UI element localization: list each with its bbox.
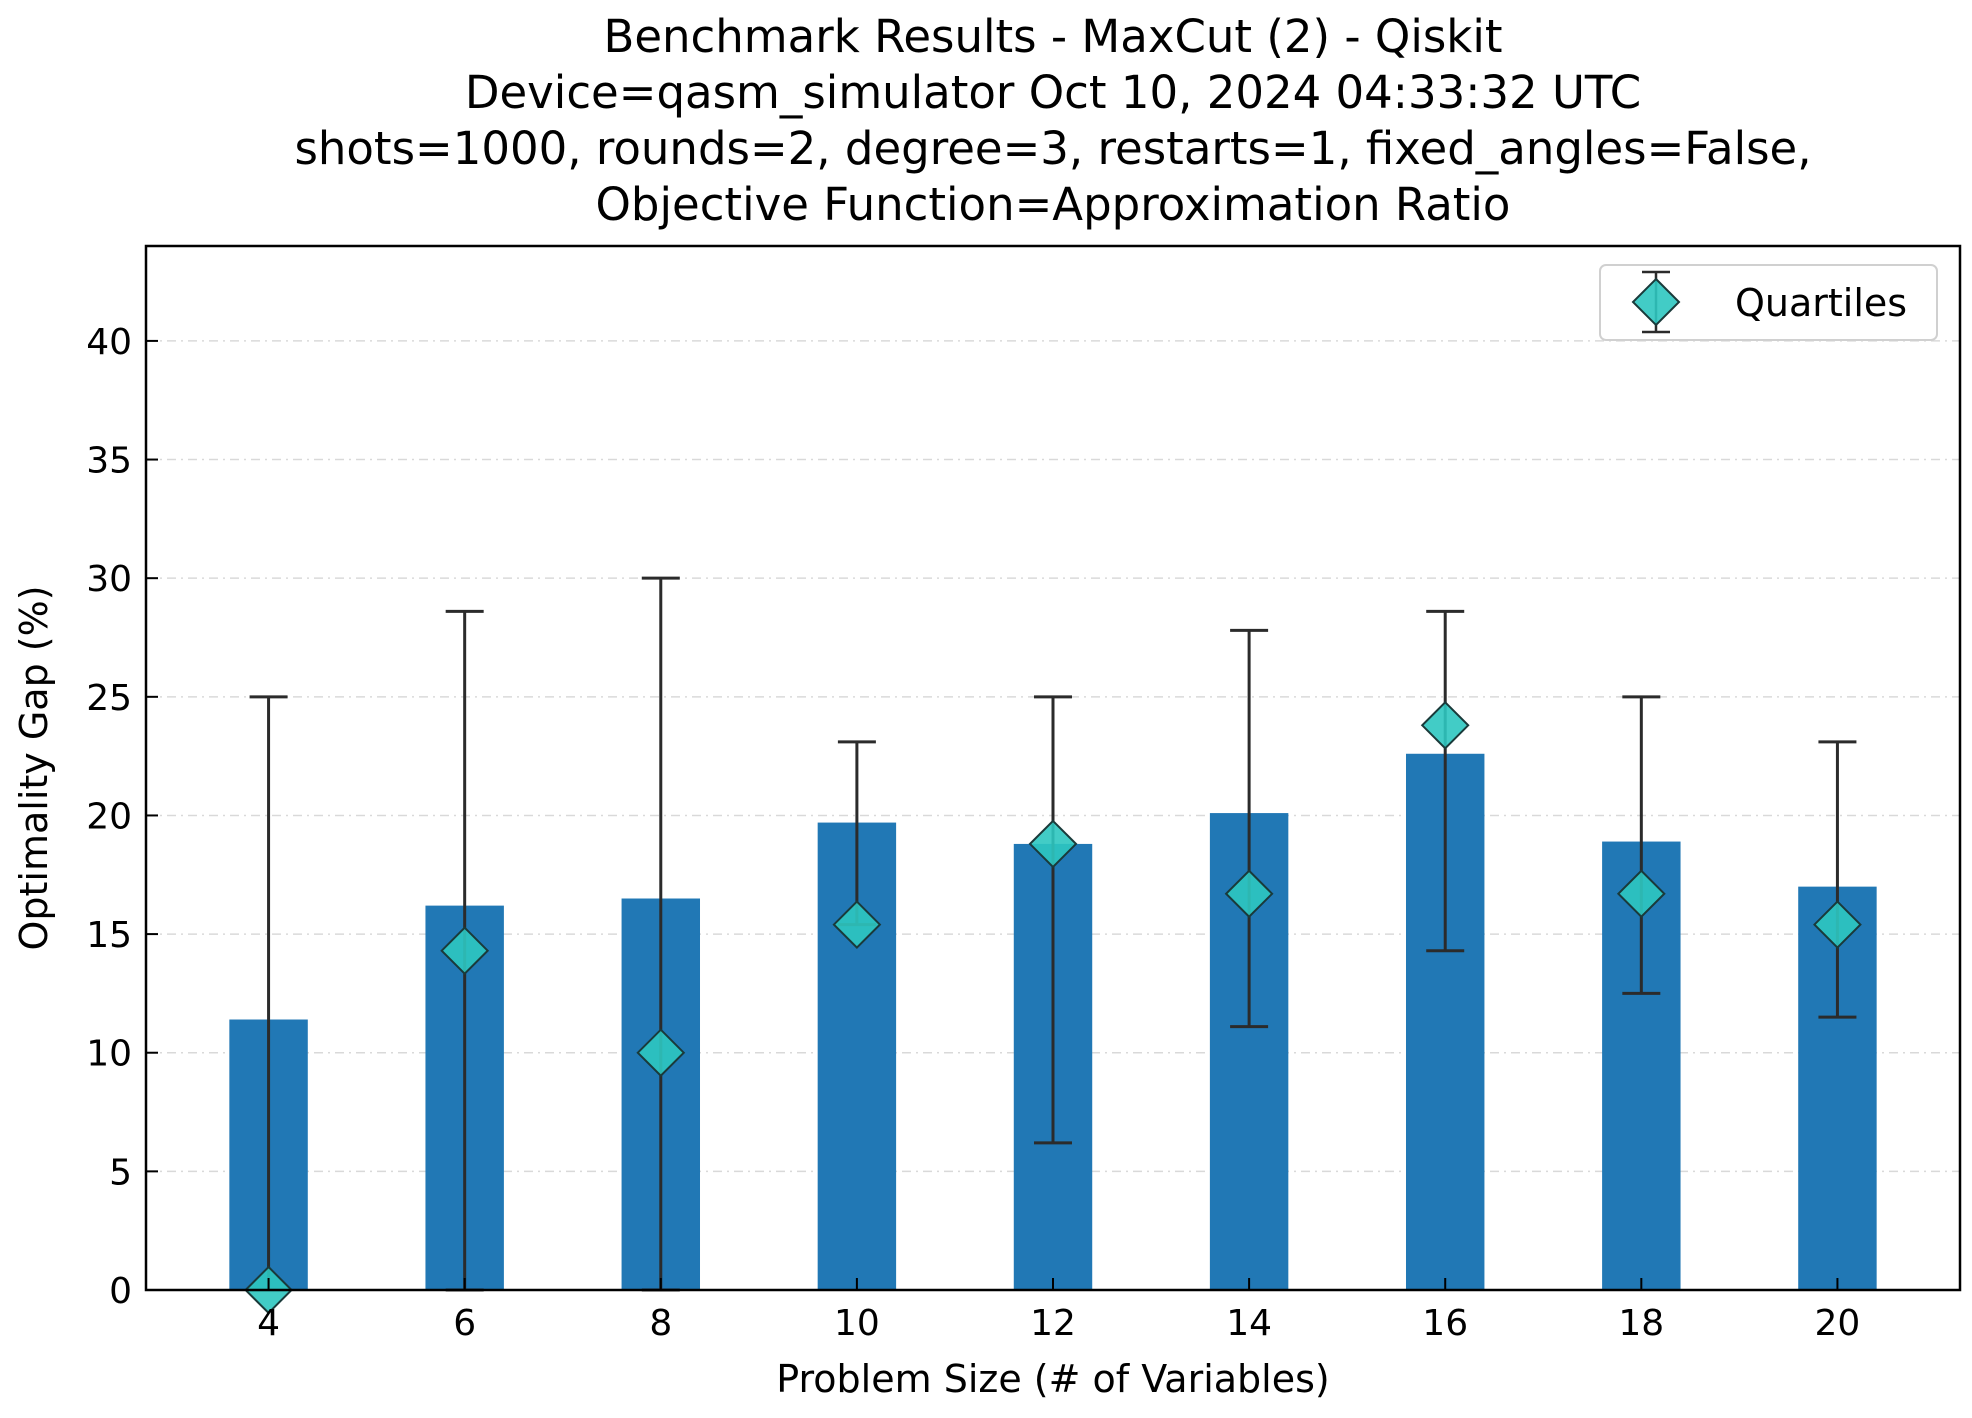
median-marker	[440, 926, 490, 976]
x-tick-label: 12	[1030, 1303, 1076, 1344]
x-tick-label: 14	[1226, 1303, 1272, 1344]
y-tick-label: 20	[86, 796, 132, 837]
title-line-2: Device=qasm_simulator Oct 10, 2024 04:33…	[465, 66, 1641, 119]
title-line-1: Benchmark Results - MaxCut (2) - Qiskit	[603, 10, 1502, 63]
median-markers	[244, 700, 1862, 1315]
median-marker	[1420, 700, 1470, 750]
y-tick-label: 30	[86, 559, 132, 600]
legend: Quartiles	[1599, 264, 1938, 341]
median-marker	[832, 900, 882, 950]
median-marker	[1813, 900, 1862, 950]
median-marker	[636, 1028, 686, 1078]
x-axis-label: Problem Size (# of Variables)	[776, 1357, 1329, 1401]
x-tick-label: 4	[257, 1303, 280, 1344]
x-tick-label: 6	[453, 1303, 476, 1344]
y-tick-label: 0	[109, 1271, 132, 1312]
x-tick-label: 16	[1422, 1303, 1468, 1344]
y-tick-label: 25	[86, 678, 132, 719]
chart-title: Benchmark Results - MaxCut (2) - QiskitD…	[294, 10, 1811, 231]
x-tick-label: 20	[1815, 1303, 1861, 1344]
y-tick-label: 15	[86, 915, 132, 956]
x-tick-label: 10	[834, 1303, 880, 1344]
title-line-4: Objective Function=Approximation Ratio	[596, 178, 1511, 231]
legend-marker-quartiles	[1631, 270, 1681, 334]
x-tick-label: 18	[1618, 1303, 1664, 1344]
legend-diamond	[1631, 277, 1681, 327]
y-tick-label: 10	[86, 1034, 132, 1075]
legend-box	[1599, 264, 1938, 341]
y-tick-label: 35	[86, 441, 132, 482]
y-tick-label: 40	[86, 322, 132, 363]
median-marker	[1616, 869, 1666, 919]
legend-label-quartiles: Quartiles	[1735, 281, 1907, 325]
x-tick-label: 8	[649, 1303, 672, 1344]
median-marker	[1028, 819, 1078, 869]
x-axis: 4 6 8 10 12 14 16 18 20	[257, 1278, 1860, 1344]
y-axis-label: Optimality Gap (%)	[12, 585, 56, 950]
title-line-3: shots=1000, rounds=2, degree=3, restarts…	[294, 122, 1811, 175]
y-axis: 0 5 10 15 20 25 30 35 40	[86, 322, 158, 1312]
y-tick-label: 5	[109, 1152, 132, 1193]
median-marker	[1224, 869, 1274, 919]
